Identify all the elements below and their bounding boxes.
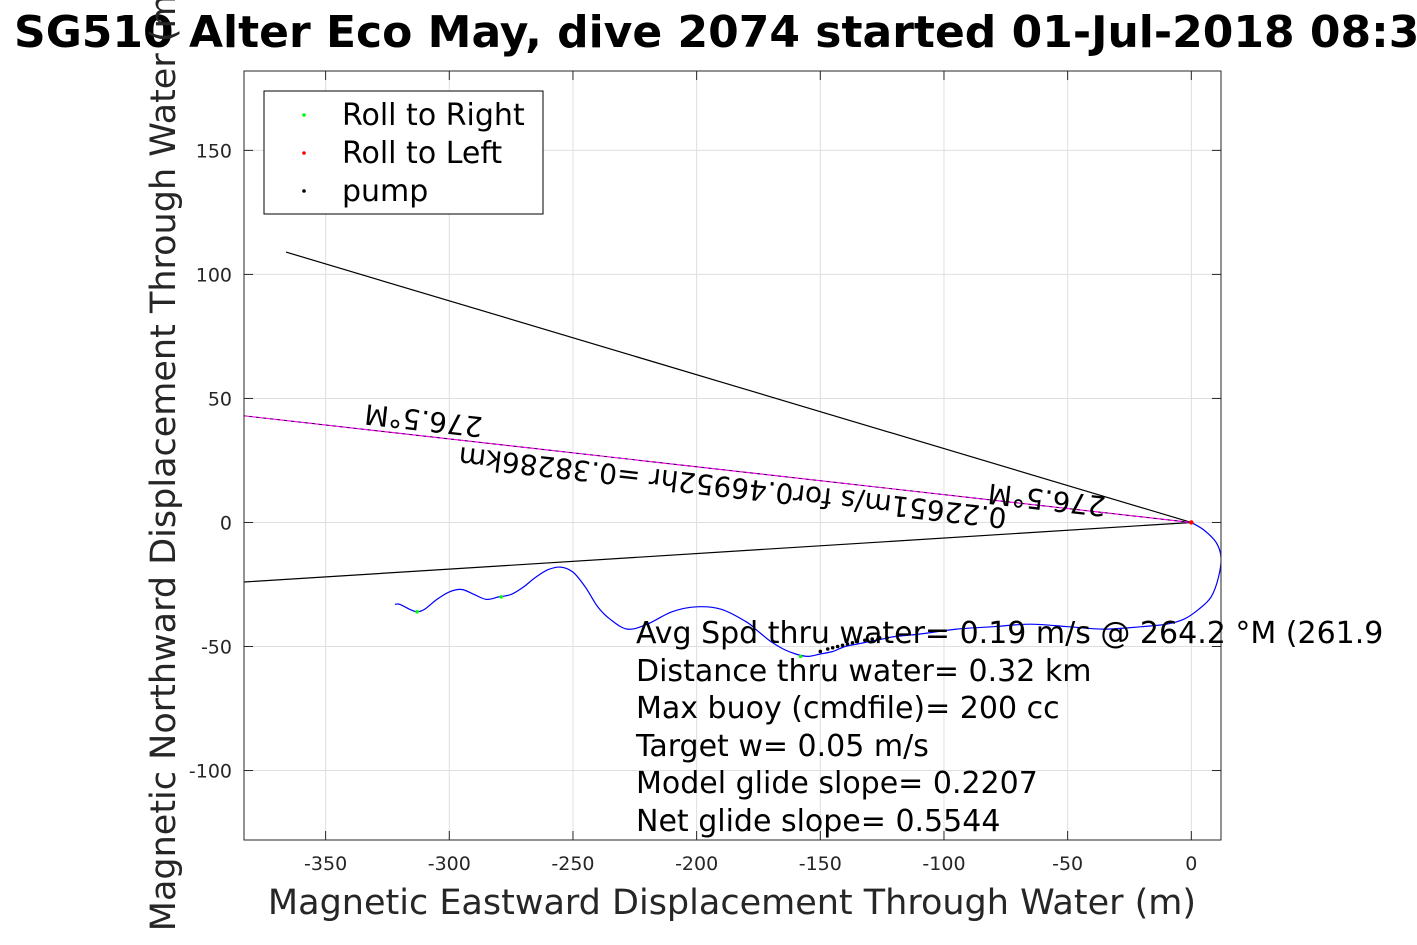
x-tick-label: -200 [675, 853, 718, 875]
legend: Roll to Right Roll to Left pump [263, 90, 544, 215]
annotation-max-buoy: Max buoy (cmdfile)= 200 cc [636, 691, 1060, 726]
pump-point [885, 636, 889, 640]
x-tick-label: -150 [799, 853, 842, 875]
y-tick-label: 150 [196, 140, 232, 162]
pump-point [877, 636, 882, 640]
reference-line [285, 251, 1192, 524]
pump-point [845, 642, 850, 646]
legend-marker-roll-left [302, 151, 306, 155]
pump-point [840, 643, 845, 648]
grid [244, 71, 1221, 840]
ticks: -350 -300 -250 -200 -150 -100 -50 0 -100 -50 0 50 10… [189, 71, 1221, 875]
roll-left-point [1189, 520, 1194, 525]
dive-track-line [394, 521, 1221, 658]
roll-right-point [499, 595, 504, 599]
track-layer [394, 521, 1221, 658]
legend-label-roll-left: Roll to Left [342, 136, 502, 171]
roll-right-point [798, 654, 803, 659]
x-tick-label: 0 [1185, 853, 1197, 875]
pump-point [863, 638, 867, 643]
x-tick-label: -300 [428, 853, 471, 875]
y-tick-label: 0 [220, 512, 232, 534]
reference-lines [244, 251, 1192, 583]
stats-annotations: Avg Spd thru water= 0.19 m/s @ 264.2 °M … [635, 616, 1383, 839]
pump-point [855, 639, 860, 644]
legend-marker-pump [302, 189, 306, 193]
roll-right-point [415, 609, 419, 614]
x-tick-label: -50 [1052, 853, 1083, 875]
pump-point [830, 645, 835, 650]
annotation-avg-speed: Avg Spd thru water= 0.19 m/s @ 264.2 °M … [636, 616, 1383, 651]
annotation-net-glide: Net glide slope= 0.5544 [636, 804, 1000, 839]
legend-marker-roll-right [302, 113, 306, 117]
points-layer [415, 520, 1194, 659]
chart-title: SG510 Alter Eco May, dive 2074 started 0… [14, 7, 1417, 58]
x-axis-label: Magnetic Eastward Displacement Through W… [268, 883, 1196, 923]
annotation-target-w: Target w= 0.05 m/s [635, 729, 929, 764]
pump-point [870, 637, 875, 641]
pump-point [850, 640, 855, 645]
pump-point [835, 644, 840, 649]
y-tick-label: -50 [201, 637, 232, 659]
annotation-model-glide: Model glide slope= 0.2207 [636, 766, 1038, 801]
reference-line [244, 415, 1192, 523]
x-tick-label: -250 [551, 853, 594, 875]
x-tick-label: -350 [304, 853, 347, 875]
pump-point [818, 649, 823, 654]
legend-label-pump: pump [342, 174, 428, 209]
x-tick-label: -100 [922, 853, 965, 875]
pump-point [825, 647, 830, 651]
legend-label-roll-right: Roll to Right [342, 98, 525, 133]
legend-box [263, 90, 544, 215]
annotation-distance: Distance thru water= 0.32 km [636, 654, 1091, 689]
y-tick-label: -100 [189, 761, 232, 783]
y-tick-label: 100 [196, 264, 232, 286]
plot-frame [243, 70, 1222, 841]
y-tick-label: 50 [208, 388, 232, 410]
y-axis-label: Magnetic Northward Displacement Through … [144, 0, 184, 931]
reference-line [244, 521, 1192, 583]
